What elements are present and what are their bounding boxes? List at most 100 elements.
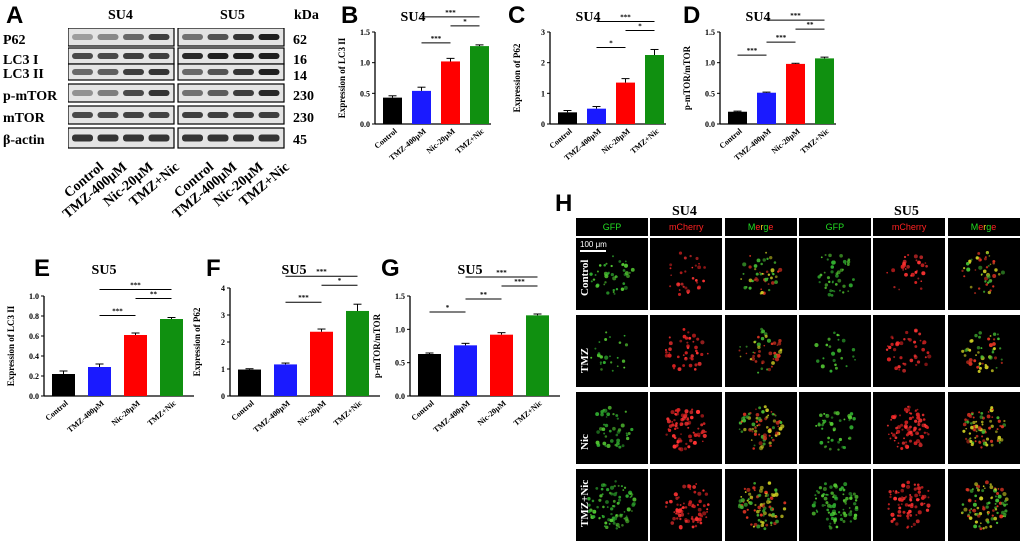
fluorescent-puncta [755, 272, 759, 276]
fluorescent-puncta [832, 331, 836, 335]
fluorescent-puncta [772, 341, 776, 345]
fluorescent-puncta [765, 257, 769, 261]
row-label: TMZ [579, 347, 591, 373]
fluorescent-puncta [825, 517, 829, 521]
fluorescent-puncta [978, 366, 982, 370]
fluorescent-puncta [983, 487, 986, 490]
fluorescent-puncta [899, 356, 903, 360]
micro-group-su4: SU4 [672, 204, 697, 219]
fluorescent-puncta [755, 278, 759, 282]
fluorescent-puncta [906, 484, 911, 489]
micrograph-tmz-2 [724, 315, 797, 387]
fluorescent-puncta [827, 292, 832, 297]
fluorescent-puncta [697, 520, 700, 524]
fluorescent-puncta [684, 351, 689, 355]
y-tick-label: 0.5 [705, 89, 715, 98]
fluorescent-puncta [671, 423, 675, 427]
fluorescent-puncta [669, 336, 672, 339]
fluorescent-puncta [679, 251, 683, 255]
fluorescent-puncta [627, 432, 631, 436]
fluorescent-puncta [615, 433, 619, 437]
fluorescent-puncta [612, 499, 616, 503]
fluorescent-puncta [692, 485, 697, 489]
fluorescent-puncta [897, 365, 901, 369]
fluorescent-puncta [699, 521, 703, 525]
fluorescent-puncta [962, 275, 965, 278]
fluorescent-puncta [819, 273, 823, 277]
significance-label: *** [620, 13, 631, 21]
fluorescent-puncta [973, 292, 976, 295]
fluorescent-puncta [822, 357, 825, 360]
blot-row-p62: P62 [3, 33, 26, 48]
x-tick-label: Nic-20μM [425, 126, 457, 155]
fluorescent-puncta [895, 426, 899, 430]
fluorescent-puncta [854, 499, 858, 502]
fluorescent-puncta [602, 505, 605, 509]
fluorescent-puncta [742, 427, 747, 432]
fluorescent-puncta [914, 328, 919, 333]
fluorescent-puncta [911, 525, 913, 528]
fluorescent-puncta [772, 419, 776, 423]
x-tick-label: Nic-20μM [600, 126, 632, 155]
fluorescent-puncta [602, 423, 606, 426]
fluorescent-puncta [843, 482, 848, 487]
fluorescent-puncta [911, 416, 915, 419]
fluorescent-puncta [761, 504, 765, 508]
fluorescent-puncta [1003, 499, 1007, 503]
fluorescent-puncta [830, 270, 834, 274]
fluorescent-puncta [687, 331, 690, 334]
fluorescent-puncta [982, 485, 984, 488]
fluorescent-puncta [831, 281, 834, 284]
micrograph-nic-3 [798, 392, 871, 464]
fluorescent-puncta [782, 507, 786, 511]
fluorescent-puncta [889, 495, 892, 499]
micrograph-tmz-nic-3 [798, 469, 871, 541]
fluorescent-puncta [750, 356, 755, 362]
significance-label: *** [431, 35, 442, 43]
fluorescent-puncta [963, 418, 967, 422]
fluorescent-puncta [979, 415, 983, 419]
fluorescent-puncta [615, 527, 619, 530]
fluorescent-puncta [747, 498, 750, 501]
fluorescent-puncta [854, 494, 859, 499]
fluorescent-puncta [838, 289, 841, 292]
fluorescent-puncta [698, 499, 703, 504]
fluorescent-puncta [846, 263, 850, 266]
fluorescent-puncta [770, 271, 773, 274]
fluorescent-puncta [751, 422, 755, 427]
fluorescent-puncta [981, 527, 985, 530]
fluorescent-puncta [671, 420, 674, 423]
fluorescent-puncta [622, 282, 626, 285]
y-tick-label: 0.6 [29, 332, 39, 341]
fluorescent-puncta [739, 495, 742, 498]
fluorescent-puncta [688, 434, 693, 439]
fluorescent-puncta [973, 436, 976, 439]
fluorescent-puncta [828, 253, 832, 258]
fluorescent-puncta [594, 347, 597, 350]
blot-band [258, 90, 280, 96]
fluorescent-puncta [769, 521, 773, 525]
fluorescent-puncta [826, 276, 830, 280]
fluorescent-puncta [915, 409, 918, 412]
fluorescent-puncta [920, 280, 923, 283]
fluorescent-puncta [976, 252, 980, 255]
fluorescent-puncta [971, 509, 974, 512]
fluorescent-puncta [823, 496, 828, 501]
fluorescent-puncta [991, 285, 994, 288]
significance-label: *** [298, 294, 309, 302]
fluorescent-puncta [1000, 358, 1003, 361]
fluorescent-puncta [764, 334, 768, 338]
significance-label: *** [496, 269, 507, 277]
fluorescent-puncta [770, 281, 775, 285]
fluorescent-puncta [843, 418, 846, 421]
fluorescent-puncta [909, 416, 913, 421]
micrograph-tmz-nic-2 [724, 469, 797, 541]
y-tick-label: 1.0 [705, 59, 715, 68]
fluorescent-puncta [981, 439, 985, 443]
fluorescent-puncta [905, 495, 908, 498]
fluorescent-puncta [673, 418, 676, 422]
fluorescent-puncta [697, 503, 700, 506]
fluorescent-puncta [672, 444, 677, 449]
significance-label: *** [776, 34, 787, 42]
fluorescent-puncta [610, 512, 613, 516]
